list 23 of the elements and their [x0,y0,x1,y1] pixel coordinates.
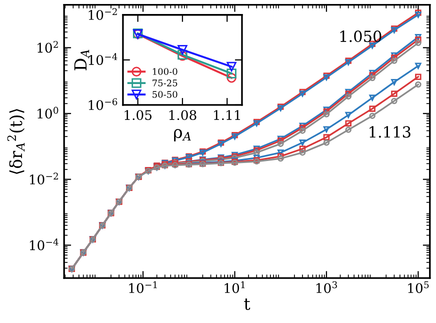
y-tick-label: 10$^{−4}$ [30,238,58,250]
y-tick-label: 10$^{0}$ [38,106,58,119]
legend-label: 50-50 [152,90,178,98]
x-tick-label: 10$^{3}$ [316,281,337,294]
y-axis-title: D$_{A}$ [74,50,90,70]
x-axis-title: t [244,298,250,310]
x-tick-label: 10$^{1}$ [224,281,245,294]
x-axis-title: ρ$_{A}$ [174,129,191,142]
y-tick-label: 10$^{−2}$ [88,8,117,20]
annotation: 1.050 [340,30,382,42]
x-tick-label: 10$^{5}$ [408,281,429,294]
x-tick-label: 1.08 [169,110,196,120]
y-tick-label: 10$^{2}$ [38,40,58,53]
annotation: 1.113 [370,126,410,138]
x-tick-label: 10$^{−1}$ [129,281,157,294]
x-tick-label: 1.11 [214,110,240,120]
legend-label: 75-25 [152,80,178,86]
y-tick-label: 10$^{−6}$ [88,98,118,110]
legend-label: 100-0 [152,68,178,75]
x-tick-label: 1.05 [124,110,152,120]
y-tick-label: 10$^{−4}$ [88,53,118,66]
y-tick-label: 10$^{−2}$ [30,172,58,184]
y-axis-title: ⟨δr$_{A}$$^{2}$(t)⟩ [7,109,25,174]
